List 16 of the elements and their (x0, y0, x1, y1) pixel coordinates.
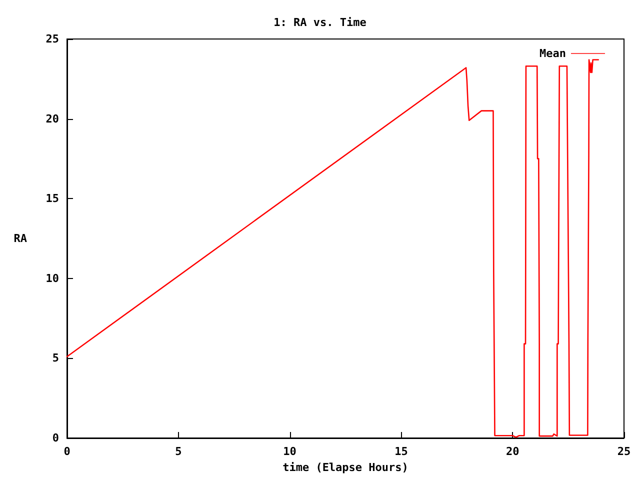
x-tick-label: 5 (175, 445, 182, 458)
x-tick-label: 0 (64, 445, 70, 458)
y-tick-label: 15 (46, 192, 59, 206)
x-axis-title: time (Elapse Hours) (282, 461, 408, 474)
y-tick-label: 20 (46, 112, 59, 126)
x-tick-label: 20 (506, 445, 520, 458)
y-tick-label: 25 (46, 32, 59, 46)
y-tick-label: 5 (52, 352, 59, 365)
chart-title: 1: RA vs. Time (274, 16, 367, 29)
x-tick-label: 25 (617, 445, 631, 458)
y-axis-title: RA (14, 232, 28, 245)
y-tick-label: 10 (46, 272, 59, 285)
x-tick-label: 15 (394, 445, 408, 458)
legend-label: Mean (540, 47, 566, 60)
x-tick-label: 10 (283, 445, 296, 458)
y-tick-label: 0 (52, 432, 59, 444)
